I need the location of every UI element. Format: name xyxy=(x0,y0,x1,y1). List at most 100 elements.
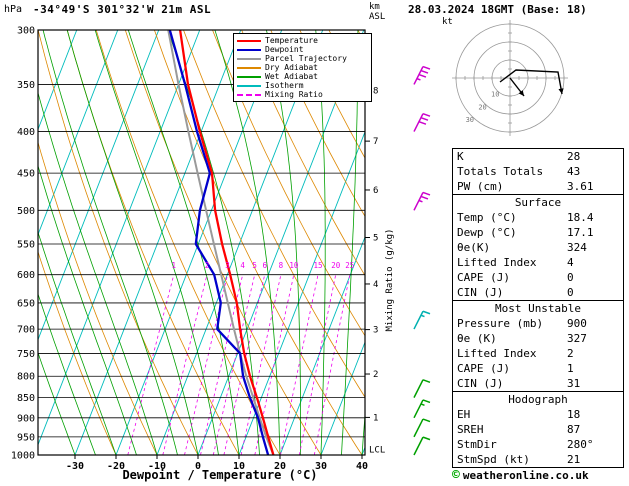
panel-row-value: 31 xyxy=(567,377,581,390)
mixing-ratio-label: 4 xyxy=(240,261,245,270)
legend-item-label: Mixing Ratio xyxy=(265,90,323,99)
panel-row-label: CAPE (J) xyxy=(457,362,510,375)
panel-row-label: Dewp (°C) xyxy=(457,226,517,239)
km-tick-label: 7 xyxy=(373,137,378,147)
pressure-tick-label: 900 xyxy=(17,413,35,424)
panel-row-value: 280° xyxy=(567,438,594,451)
isotherm-line xyxy=(38,30,119,236)
mixing-ratio-label: 6 xyxy=(262,261,267,270)
mixing-ratio-label: 10 xyxy=(289,261,299,270)
wet-adiabat-line xyxy=(38,230,117,455)
panel-row-label: Totals Totals xyxy=(457,165,544,178)
panel-row-label: CAPE (J) xyxy=(457,271,510,284)
wet-adiabat-line xyxy=(66,30,199,455)
panel-row-label: CIN (J) xyxy=(457,286,504,299)
legend-line-sample xyxy=(237,93,261,96)
dry-adiabat-line xyxy=(299,30,365,159)
panel-row-value: 21 xyxy=(567,453,581,466)
panel-row-value: 28 xyxy=(567,150,581,163)
km-tick-label: 1 xyxy=(373,413,378,423)
x-tick-label: 30 xyxy=(315,461,327,472)
legend-line-sample xyxy=(237,57,261,60)
panel-row: Totals Totals 43 xyxy=(453,164,623,179)
hodograph-ring-label: 30 xyxy=(466,116,474,124)
panel-row-value: 324 xyxy=(567,241,587,254)
pressure-tick-label: 550 xyxy=(17,239,35,250)
panel-row-value: 43 xyxy=(567,165,581,178)
x-tick-label: -10 xyxy=(148,461,166,472)
panel-row-value: 1 xyxy=(567,362,574,375)
wind-barb xyxy=(413,310,431,330)
pressure-tick-label: 350 xyxy=(17,80,35,91)
pressure-tick-label: 650 xyxy=(17,298,35,309)
panel-row-value: 17.1 xyxy=(567,226,594,239)
panel-row: K 28 xyxy=(453,149,623,164)
copyright-icon: © xyxy=(452,468,460,483)
wind-barb xyxy=(413,399,431,419)
panel-row-value: 18 xyxy=(567,408,581,421)
hodograph-storm-vector-arrowhead xyxy=(518,90,524,96)
mixing-ratio-label: 20 xyxy=(331,261,341,270)
datetime-title: 28.03.2024 18GMT (Base: 18) xyxy=(408,3,587,16)
isotherm-line xyxy=(320,340,365,455)
pressure-tick-label: 850 xyxy=(17,393,35,404)
x-tick-label: 10 xyxy=(233,461,245,472)
isotherm-line xyxy=(238,130,365,455)
legend-item: Parcel Trajectory xyxy=(237,54,368,63)
pressure-tick-label: 500 xyxy=(17,206,35,217)
pressure-tick-label: 300 xyxy=(17,26,35,37)
panel-row: θe(K) 324 xyxy=(453,240,623,255)
x-tick-label: 40 xyxy=(356,461,368,472)
wet-adiabat-line xyxy=(94,30,219,455)
mixing-ratio-label: 5 xyxy=(252,261,257,270)
hodograph-ring-label: 10 xyxy=(491,91,499,99)
wet-adiabat-line xyxy=(38,164,137,455)
wet-adiabat-line xyxy=(38,351,76,455)
panel-row: CAPE (J) 0 xyxy=(453,270,623,285)
panel-row-label: Lifted Index xyxy=(457,256,537,269)
panel-row: Pressure (mb) 900 xyxy=(453,316,623,331)
pressure-tick-label: 450 xyxy=(17,169,35,180)
isotherm-line xyxy=(38,30,160,341)
legend-line-sample xyxy=(237,66,261,69)
panel-row: Temp (°C) 18.4 xyxy=(453,210,623,225)
isotherm-line xyxy=(279,235,365,455)
legend-item: Dry Adiabat xyxy=(237,63,368,72)
panel-row-label: PW (cm) xyxy=(457,180,504,193)
km-axis-unit-label: km xyxy=(369,2,380,12)
panel-section-title: Most Unstable xyxy=(453,300,623,316)
panel-section-title: Surface xyxy=(453,194,623,210)
mixing-ratio-line xyxy=(162,274,208,455)
legend-item: Wet Adiabat xyxy=(237,72,368,81)
x-tick-label: 0 xyxy=(195,461,201,472)
panel-row-label: Lifted Index xyxy=(457,347,537,360)
wind-barb xyxy=(413,112,431,132)
x-tick-label: -20 xyxy=(107,461,125,472)
mixing-ratio-label: 15 xyxy=(314,261,323,270)
legend-item-label: Isotherm xyxy=(265,81,304,90)
panel-row: CIN (J) 31 xyxy=(453,376,623,391)
copyright-text: weatheronline.co.uk xyxy=(462,469,589,482)
km-tick-label: 6 xyxy=(373,186,378,196)
panel-row-value: 87 xyxy=(567,423,581,436)
legend-item-label: Dry Adiabat xyxy=(265,63,318,72)
pressure-tick-label: 950 xyxy=(17,432,35,443)
legend-item-label: Wet Adiabat xyxy=(265,72,318,81)
wind-barb xyxy=(413,191,431,211)
station-title: -34°49'S 301°32'W 21m ASL xyxy=(33,3,212,16)
wind-barb xyxy=(413,436,431,456)
copyright: © weatheronline.co.uk xyxy=(452,468,589,483)
legend-item: Mixing Ratio xyxy=(237,90,368,99)
mixing-ratio-label: 2 xyxy=(205,261,210,270)
mixing-ratio-label: 3 xyxy=(225,261,230,270)
panel-row-label: StmSpd (kt) xyxy=(457,453,530,466)
hodograph: 10 20 30 kt xyxy=(442,17,568,136)
hodograph-trace xyxy=(499,69,563,95)
asl-axis-unit-label: ASL xyxy=(369,12,386,22)
mixing-ratio-label: 1 xyxy=(172,261,177,270)
panel-row-value: 2 xyxy=(567,347,574,360)
legend-line-sample xyxy=(237,84,261,87)
panel-row: θe (K) 327 xyxy=(453,331,623,346)
